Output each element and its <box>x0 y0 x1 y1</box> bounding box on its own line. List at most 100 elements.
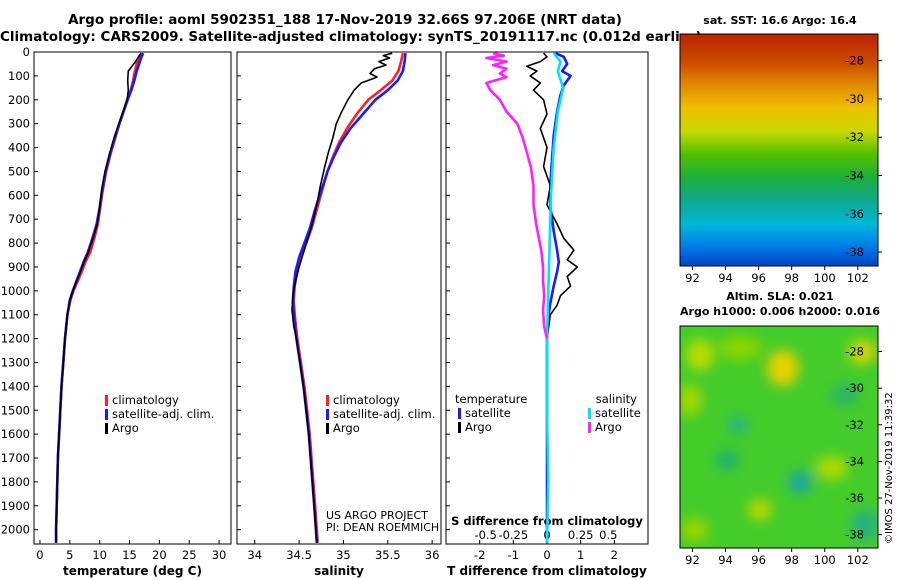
pressure-tick-label: 900 <box>8 260 30 274</box>
temperature-legend-swatch <box>105 395 108 406</box>
sst-map-y-tick-label: -32 <box>845 130 864 144</box>
sla-map-x-tick-label: 102 <box>847 553 869 567</box>
difference-temperature-legend-swatch <box>458 408 461 419</box>
salinity-legend-swatch <box>326 423 329 434</box>
temperature-line-satellite-adj-clim- <box>56 53 143 543</box>
difference-salinity-legend-label: satellite <box>595 406 641 420</box>
sla-map-x-tick-label: 94 <box>718 553 733 567</box>
pressure-tick-label: 1600 <box>1 427 30 441</box>
difference-temperature-legend-label: Argo <box>465 420 492 434</box>
argo-profile-figure: 0100200300400500600700800900100011001200… <box>0 0 900 580</box>
difference-tick-label: -1 <box>508 548 519 562</box>
temperature-legend-swatch <box>105 423 108 434</box>
salinity-tick-label: 34.5 <box>286 548 312 562</box>
pressure-tick-label: 1700 <box>1 451 30 465</box>
credit-pi: PI: DEAN ROEMMICH <box>326 521 439 534</box>
sst-map-x-tick-label: 96 <box>751 271 766 285</box>
temperature-tick-label: 25 <box>182 548 197 562</box>
pressure-tick-label: 200 <box>8 93 30 107</box>
sst-map-x-tick-label: 100 <box>814 271 836 285</box>
sla-map-y-tick-label: -34 <box>845 454 864 468</box>
sla-map-y-tick-label: -30 <box>845 381 864 395</box>
sla-map-y-tick-label: -36 <box>845 491 864 505</box>
sla-map-x-tick-label: 98 <box>784 553 799 567</box>
salinity-tick-label: 35.5 <box>375 548 401 562</box>
s-difference-tick-label: -0.25 <box>498 528 528 542</box>
sst-map-y-tick-label: -36 <box>845 207 864 221</box>
salinity-legend-swatch <box>326 395 329 406</box>
pressure-tick-label: 600 <box>8 188 30 202</box>
sst-map-x-tick-label: 98 <box>784 271 799 285</box>
temperature-legend-title: temperature <box>455 392 527 406</box>
salinity-legend-title: salinity <box>596 392 637 406</box>
temperature-legend-label: climatology <box>112 393 179 407</box>
pressure-tick-label: 1400 <box>1 379 30 393</box>
difference-tick-label: 1 <box>577 548 584 562</box>
sst-map-x-tick-label: 94 <box>718 271 733 285</box>
pressure-tick-label: 1900 <box>1 499 30 513</box>
temperature-tick-label: 30 <box>212 548 227 562</box>
sla-map-y-tick-label: -38 <box>845 528 864 542</box>
pressure-tick-label: 400 <box>8 141 30 155</box>
difference-axis-label: T difference from climatology <box>447 564 647 578</box>
temperature-tick-label: 10 <box>92 548 107 562</box>
difference-line-t-satellite <box>547 53 571 543</box>
salinity-legend-label: Argo <box>333 421 360 435</box>
pressure-tick-label: 800 <box>8 236 30 250</box>
difference-tick-label: -2 <box>474 548 485 562</box>
salinity-legend-label: satellite-adj. clim. <box>333 407 435 421</box>
temperature-tick-label: 5 <box>66 548 73 562</box>
salinity-legend-label: climatology <box>333 393 400 407</box>
sla-map-y-tick-label: -28 <box>845 345 864 359</box>
difference-line-s-satellite <box>547 53 563 543</box>
salinity-tick-label: 35 <box>336 548 351 562</box>
difference-salinity-legend-label: Argo <box>595 420 622 434</box>
salinity-legend-swatch <box>326 409 329 420</box>
temperature-legend-label: Argo <box>112 421 139 435</box>
pressure-tick-label: 1000 <box>1 284 30 298</box>
sst-map-y-tick-label: -28 <box>845 54 864 68</box>
sst-map-y-tick-label: -34 <box>845 169 864 183</box>
temperature-tick-label: 20 <box>152 548 167 562</box>
difference-temperature-legend-label: satellite <box>465 406 511 420</box>
temperature-line-argo <box>56 53 141 543</box>
sla-map-x-tick-label: 100 <box>814 553 836 567</box>
pressure-tick-label: 2000 <box>1 523 30 537</box>
pressure-tick-label: 0 <box>23 45 30 59</box>
difference-tick-label: 2 <box>611 548 618 562</box>
pressure-tick-label: 1300 <box>1 355 30 369</box>
difference-salinity-legend-swatch <box>588 408 591 419</box>
salinity-tick-label: 34 <box>247 548 262 562</box>
temperature-panel-frame <box>34 52 231 544</box>
pressure-tick-label: 1100 <box>1 308 30 322</box>
difference-temperature-legend-swatch <box>458 422 461 433</box>
pressure-tick-label: 1200 <box>1 332 30 346</box>
temperature-line-climatology <box>56 53 141 543</box>
s-difference-tick-label: 0.25 <box>568 528 594 542</box>
temperature-axis-label: temperature (deg C) <box>63 564 202 578</box>
pressure-tick-label: 1800 <box>1 475 30 489</box>
pressure-tick-label: 500 <box>8 164 30 178</box>
pressure-tick-label: 100 <box>8 69 30 83</box>
salinity-tick-label: 36 <box>425 548 440 562</box>
difference-line-s-argo <box>486 53 547 338</box>
salinity-axis-label: salinity <box>314 564 364 578</box>
salinity-line-argo <box>292 53 392 543</box>
difference-salinity-legend-swatch <box>588 422 591 433</box>
pressure-tick-label: 1500 <box>1 403 30 417</box>
pressure-tick-label: 700 <box>8 212 30 226</box>
sst-map-y-tick-label: -30 <box>845 92 864 106</box>
temperature-tick-label: 15 <box>122 548 137 562</box>
salinity-panel-frame <box>237 52 441 544</box>
difference-tick-label: 0 <box>543 548 550 562</box>
sla-map-image <box>678 326 879 548</box>
sla-map-x-tick-label: 96 <box>751 553 766 567</box>
temperature-legend-swatch <box>105 409 108 420</box>
sst-map-image <box>680 34 878 266</box>
sst-map-x-tick-label: 92 <box>685 271 700 285</box>
s-difference-tick-label: 0.5 <box>599 528 617 542</box>
s-difference-tick-label: -0.5 <box>474 528 496 542</box>
sla-map-y-tick-label: -32 <box>845 418 864 432</box>
sst-map-y-tick-label: -38 <box>845 245 864 259</box>
temperature-legend-label: satellite-adj. clim. <box>112 407 214 421</box>
